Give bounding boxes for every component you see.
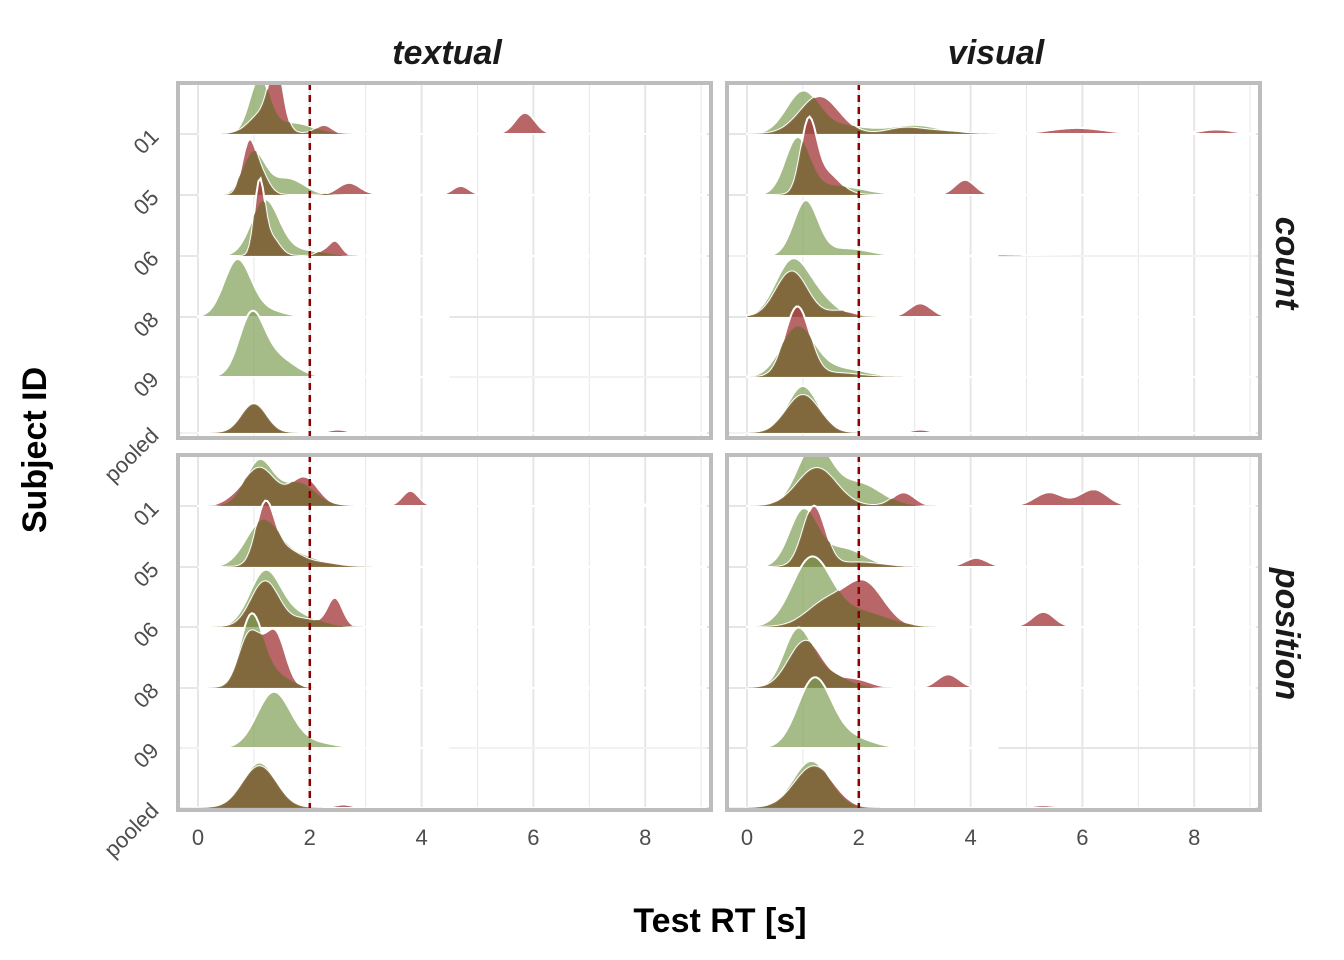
panel-plot-area — [727, 83, 1260, 438]
overlap-density — [198, 630, 450, 688]
x-tick-label: 2 — [853, 825, 865, 850]
ridge-09 — [747, 676, 999, 749]
ridge-05 — [198, 137, 707, 196]
panel-frame — [176, 81, 713, 440]
overlap-density — [747, 395, 999, 433]
ridge-06 — [198, 176, 707, 257]
panel-plot-area — [178, 83, 711, 438]
strip-position: position — [1268, 567, 1306, 700]
y-axis-title: Subject ID — [16, 367, 54, 533]
panel-visual-position — [725, 453, 1262, 812]
ridge-09 — [746, 305, 1256, 378]
overlap-density — [198, 581, 450, 627]
y-tick-label: 06 — [129, 617, 164, 652]
overlap-density — [747, 590, 999, 627]
strip-count: count — [1268, 217, 1306, 311]
green-density — [198, 518, 450, 568]
y-tick-label: 08 — [129, 307, 164, 342]
overlap-density — [198, 467, 450, 506]
ridge-08 — [198, 612, 707, 689]
overlap-density — [198, 88, 450, 134]
ridge-pooled — [181, 401, 707, 434]
ridge-01 — [197, 457, 707, 507]
overlap-density — [198, 200, 450, 256]
y-tick-label: pooled — [99, 423, 163, 487]
strip-visual: visual — [948, 34, 1046, 72]
x-tick-label: 6 — [527, 825, 539, 850]
green-density — [747, 199, 999, 257]
y-tick-label: 01 — [129, 124, 164, 159]
ridge-05 — [198, 499, 707, 568]
green-density — [198, 690, 450, 749]
strip-textual: textual — [392, 34, 503, 72]
panel-textual-position — [176, 453, 713, 812]
panels-group — [176, 81, 1262, 812]
x-tick-label: 0 — [192, 825, 204, 850]
green-density — [747, 676, 999, 749]
y-tick-labels: pooled 09 08 06 05 01 pooled 09 08 06 05 01 — [99, 124, 163, 862]
panel-frame — [176, 453, 713, 812]
x-tick-label: 2 — [304, 825, 316, 850]
green-density — [198, 198, 450, 257]
ridge-05 — [746, 115, 1256, 196]
column-strips: textual visual — [392, 34, 1046, 72]
ridge-01 — [746, 455, 1256, 507]
overlap-density — [198, 519, 450, 567]
panel-textual-count — [176, 81, 713, 440]
row-strips: count position — [1268, 217, 1306, 700]
overlap-density — [747, 511, 999, 567]
panel-plot-area — [727, 455, 1260, 810]
y-tick-label: pooled — [99, 798, 163, 862]
green-density — [747, 507, 999, 568]
overlap-density — [198, 766, 450, 808]
overlap-density — [747, 271, 999, 317]
y-tick-label: 05 — [129, 557, 164, 592]
ridge-09 — [181, 309, 707, 378]
ridge-01 — [746, 89, 1256, 135]
y-tick-label: 06 — [129, 246, 164, 281]
ridge-06 — [198, 568, 707, 628]
x-tick-label: 8 — [639, 825, 651, 850]
y-tick-label: 01 — [129, 496, 164, 531]
overlap-density — [747, 141, 999, 195]
ridge-pooled — [730, 384, 1256, 434]
ridge-pooled — [181, 761, 707, 809]
ridge-06 — [746, 555, 1256, 628]
panel-visual-count — [725, 81, 1262, 440]
panel-plot-area — [178, 455, 711, 810]
x-tick-label: 8 — [1188, 825, 1200, 850]
green-density — [197, 257, 450, 318]
ridge-08 — [197, 257, 450, 318]
y-tick-label: 09 — [129, 367, 164, 402]
ridge-08 — [746, 626, 1256, 689]
panel-frame — [725, 453, 1262, 812]
overlap-density — [747, 326, 999, 377]
overlap-density — [747, 766, 999, 808]
x-tick-label: 4 — [964, 825, 976, 850]
ridge-09 — [181, 690, 707, 749]
x-tick-label: 0 — [741, 825, 753, 850]
ridge-01 — [198, 83, 707, 135]
x-tick-label: 6 — [1076, 825, 1088, 850]
green-density — [198, 309, 450, 378]
overlap-density — [747, 640, 999, 688]
red-density — [198, 580, 707, 628]
y-tick-label: 09 — [129, 738, 164, 773]
ridge-pooled — [730, 759, 1256, 809]
x-axis-title: Test RT [s] — [633, 902, 806, 940]
ridge-05 — [747, 504, 1256, 568]
overlap-density — [747, 468, 999, 506]
x-tick-label: 4 — [415, 825, 427, 850]
x-tick-labels: 0 2 4 6 8 0 2 4 6 8 — [192, 825, 1200, 850]
y-tick-label: 08 — [129, 678, 164, 713]
ridge-08 — [746, 257, 1256, 318]
overlap-density — [198, 150, 450, 195]
ridge-06 — [730, 199, 1256, 257]
y-tick-label: 05 — [129, 185, 164, 220]
panel-frame — [725, 81, 1262, 440]
overlap-density — [198, 404, 450, 433]
